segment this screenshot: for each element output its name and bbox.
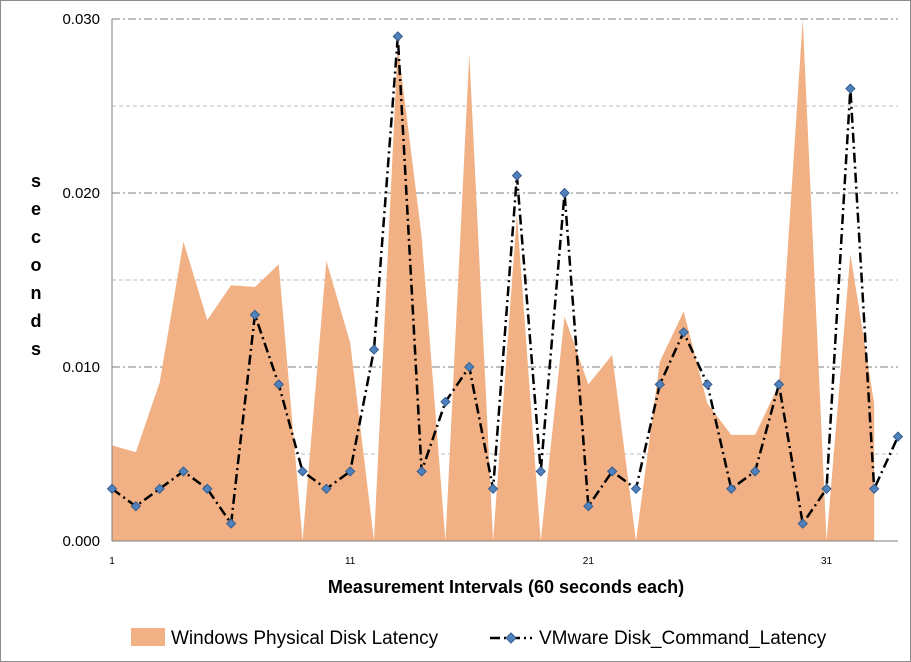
data-point xyxy=(821,483,832,495)
legend-label-area: Windows Physical Disk Latency xyxy=(171,628,439,649)
axis-layer xyxy=(111,19,898,542)
data-point xyxy=(297,466,308,477)
data-point xyxy=(154,483,165,495)
y-axis-title-letter: o xyxy=(31,255,42,275)
x-tick-label: 1 xyxy=(109,556,115,567)
data-point xyxy=(702,379,713,390)
line-layer xyxy=(111,35,900,525)
data-point xyxy=(749,466,761,477)
legend-swatch-area xyxy=(131,628,165,646)
xtick-layer: 1 11 21 31 xyxy=(109,556,832,567)
data-point xyxy=(654,379,666,390)
legend: Windows Physical Disk Latency VMware Dis… xyxy=(131,628,827,649)
legend-label-line: VMware Disk_Command_Latency xyxy=(539,628,827,649)
data-point xyxy=(606,466,618,477)
y-tick-label: 0.010 xyxy=(62,359,100,376)
y-axis-title-letter: c xyxy=(31,227,41,247)
data-point xyxy=(726,483,737,495)
data-point xyxy=(559,187,570,199)
data-point xyxy=(178,466,189,477)
x-tick-label: 11 xyxy=(345,556,356,567)
data-point xyxy=(106,483,118,495)
data-point xyxy=(630,483,642,495)
y-axis-title-letter: s xyxy=(31,339,41,359)
data-point xyxy=(535,466,546,477)
line-series-vmware xyxy=(111,35,900,525)
data-point xyxy=(892,431,904,442)
x-tick-label: 31 xyxy=(821,556,833,567)
legend-swatch-marker xyxy=(505,632,517,644)
data-point xyxy=(678,326,689,338)
data-point xyxy=(868,483,880,495)
data-point xyxy=(392,31,404,42)
y-tick-label: 0.000 xyxy=(62,533,100,550)
x-tick-label: 21 xyxy=(583,556,595,567)
data-point xyxy=(464,361,475,373)
y-axis-title: seconds xyxy=(31,171,42,359)
y-tick-label: 0.020 xyxy=(62,185,100,202)
data-point xyxy=(797,518,808,529)
data-point xyxy=(487,483,499,495)
data-point xyxy=(344,466,356,477)
data-point xyxy=(416,466,427,477)
x-axis-title: Measurement Intervals (60 seconds each) xyxy=(328,577,684,597)
y-axis-title-letter: e xyxy=(31,199,41,219)
data-point xyxy=(773,379,785,390)
data-point xyxy=(249,309,261,321)
y-axis-title-letter: s xyxy=(31,171,41,191)
data-point xyxy=(130,500,142,512)
y-tick-label: 0.030 xyxy=(62,11,100,28)
data-point xyxy=(845,83,856,94)
data-point xyxy=(511,170,523,181)
area-series-windows xyxy=(112,19,875,541)
y-axis-title-letter: d xyxy=(31,311,42,331)
data-point xyxy=(368,344,380,355)
y-axis-title-letter: n xyxy=(31,283,42,303)
area-layer xyxy=(112,19,875,541)
data-point xyxy=(583,500,594,512)
data-point xyxy=(321,483,332,495)
data-point xyxy=(273,379,284,390)
data-point xyxy=(440,396,451,408)
data-point xyxy=(225,518,237,529)
marker-layer xyxy=(106,31,904,529)
data-point xyxy=(202,483,213,495)
ytick-layer: 0.000 0.010 0.020 0.030 xyxy=(62,11,100,550)
